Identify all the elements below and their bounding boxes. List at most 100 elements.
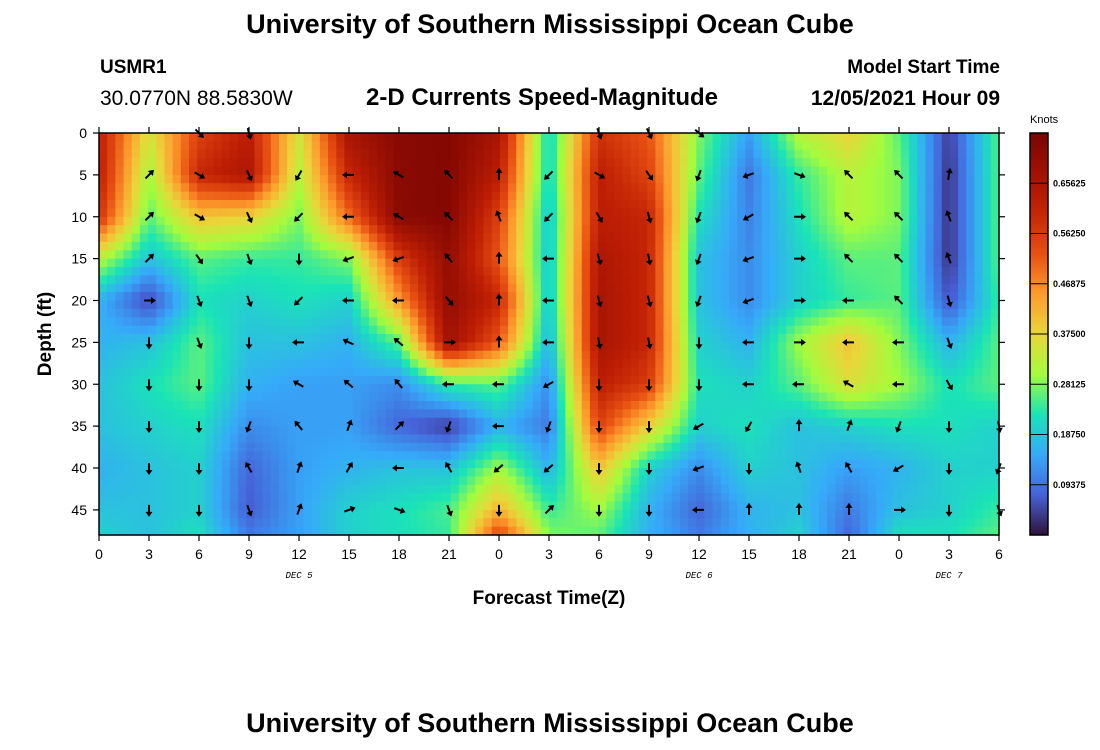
- heatmap-cell: [524, 208, 534, 218]
- heatmap-cell: [499, 166, 509, 176]
- heatmap-cell: [688, 359, 697, 369]
- heatmap-cell: [696, 300, 706, 310]
- heatmap-cell: [139, 166, 149, 176]
- heatmap-cell: [720, 267, 730, 276]
- heatmap-cell: [704, 267, 714, 276]
- heatmap-cell: [622, 342, 632, 352]
- heatmap-cell: [131, 300, 141, 310]
- heatmap-cell: [540, 191, 550, 201]
- heatmap-cell: [704, 149, 714, 159]
- heatmap-cell: [868, 325, 877, 335]
- heatmap-cell: [900, 200, 910, 209]
- heatmap-cell: [884, 325, 894, 335]
- heatmap-cell: [647, 141, 656, 151]
- heatmap-cell: [630, 200, 640, 209]
- heatmap-cell: [156, 283, 166, 293]
- heatmap-cell: [499, 325, 509, 335]
- heatmap-cell: [123, 225, 133, 235]
- heatmap-cell: [671, 325, 681, 335]
- heatmap-cell: [679, 208, 689, 218]
- heatmap-cell: [737, 225, 746, 235]
- heatmap-cell: [941, 359, 951, 369]
- heatmap-cell: [671, 216, 681, 226]
- heatmap-cell: [810, 149, 820, 159]
- heatmap-cell: [720, 451, 730, 461]
- heatmap-cell: [459, 401, 468, 410]
- heatmap-cell: [810, 216, 820, 226]
- heatmap-cell: [532, 250, 542, 260]
- heatmap-cell: [810, 417, 820, 427]
- heatmap-cell: [990, 451, 1000, 461]
- heatmap-cell: [647, 426, 656, 436]
- heatmap-cell: [827, 216, 836, 226]
- heatmap-cell: [982, 334, 992, 343]
- heatmap-cell: [810, 451, 820, 461]
- heatmap-cell: [344, 493, 354, 503]
- heatmap-cell: [131, 308, 141, 318]
- heatmap-cell: [606, 283, 616, 293]
- heatmap-cell: [745, 141, 755, 151]
- heatmap-cell: [418, 133, 427, 142]
- heatmap-cell: [467, 300, 476, 310]
- heatmap-cell: [459, 216, 468, 226]
- heatmap-cell: [868, 225, 877, 235]
- heatmap-cell: [344, 468, 354, 477]
- heatmap-cell: [418, 200, 427, 209]
- heatmap-cell: [450, 484, 460, 494]
- heatmap-cell: [851, 451, 861, 461]
- heatmap-cell: [377, 426, 386, 436]
- heatmap-cell: [557, 484, 566, 494]
- heatmap-cell: [909, 442, 918, 452]
- heatmap-cell: [385, 200, 395, 209]
- heatmap-cell: [671, 392, 681, 402]
- heatmap-cell: [810, 200, 820, 209]
- heatmap-cell: [287, 484, 296, 494]
- heatmap-cell: [778, 141, 787, 151]
- heatmap-cell: [859, 308, 869, 318]
- heatmap-cell: [900, 208, 910, 218]
- heatmap-cell: [909, 174, 918, 184]
- heatmap-cell: [949, 225, 959, 235]
- heatmap-cell: [589, 367, 599, 377]
- heatmap-cell: [516, 459, 526, 469]
- heatmap-cell: [949, 275, 959, 285]
- heatmap-cell: [270, 434, 280, 444]
- heatmap-cell: [459, 451, 468, 461]
- heatmap-cell: [393, 149, 403, 159]
- heatmap-cell: [450, 241, 460, 251]
- heatmap-cell: [279, 493, 288, 503]
- heatmap-cell: [336, 149, 346, 159]
- heatmap-cell: [663, 292, 673, 302]
- heatmap-cell: [549, 426, 558, 436]
- heatmap-cell: [647, 225, 656, 235]
- heatmap-cell: [369, 401, 378, 410]
- heatmap-cell: [549, 317, 558, 327]
- heatmap-cell: [229, 392, 239, 402]
- heatmap-cell: [197, 493, 206, 503]
- heatmap-cell: [737, 350, 746, 360]
- heatmap-cell: [843, 359, 853, 369]
- heatmap-cell: [933, 317, 943, 327]
- heatmap-cell: [827, 384, 836, 394]
- heatmap-cell: [164, 225, 174, 235]
- heatmap-cell: [360, 442, 370, 452]
- heatmap-cell: [205, 317, 215, 327]
- heatmap-cell: [639, 275, 648, 285]
- heatmap-cell: [827, 166, 836, 176]
- heatmap-cell: [974, 191, 984, 201]
- heatmap-cell: [418, 409, 427, 419]
- heatmap-cell: [499, 501, 509, 511]
- heatmap-cell: [409, 216, 419, 226]
- heatmap-cell: [958, 468, 967, 477]
- heatmap-cell: [974, 233, 984, 243]
- heatmap-cell: [450, 191, 460, 201]
- heatmap-cell: [508, 384, 517, 394]
- heatmap-cell: [107, 442, 116, 452]
- heatmap-cell: [704, 283, 714, 293]
- heatmap-cell: [491, 392, 501, 402]
- heatmap-cell: [409, 417, 419, 427]
- heatmap-cell: [827, 300, 836, 310]
- heatmap-cell: [483, 191, 493, 201]
- heatmap-cell: [598, 417, 607, 427]
- heatmap-cell: [663, 191, 673, 201]
